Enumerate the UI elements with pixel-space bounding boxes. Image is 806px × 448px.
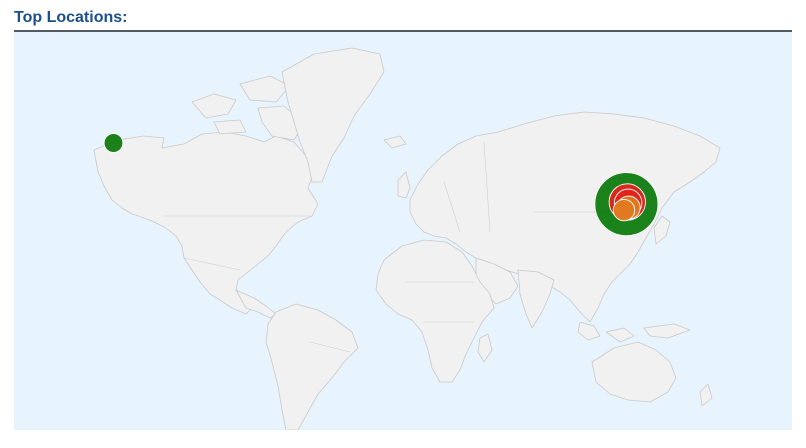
madagascar: [477, 333, 493, 363]
location-marker[interactable]: [612, 198, 636, 222]
arctic-islands: [213, 119, 247, 135]
location-marker[interactable]: [103, 133, 124, 153]
europe-border: [443, 181, 461, 233]
south-america-border: [309, 341, 351, 353]
new-zealand: [699, 383, 713, 407]
world-map-svg[interactable]: [14, 32, 792, 430]
section-title: Top Locations:: [14, 9, 128, 26]
united-kingdom: [397, 171, 411, 199]
southeast-asia-islands: [577, 321, 601, 341]
world-map[interactable]: [14, 32, 792, 430]
india: [517, 269, 555, 329]
us-mexico-border: [183, 257, 241, 271]
russia-border: [483, 141, 491, 233]
south-america: [265, 303, 359, 430]
eurasia: [409, 111, 721, 323]
africa: [375, 239, 495, 383]
southeast-asia-islands: [643, 323, 691, 339]
north-america: [93, 131, 319, 315]
iceland: [383, 135, 407, 149]
japan: [653, 215, 671, 245]
section-header: Top Locations:: [14, 8, 792, 32]
arctic-islands: [191, 93, 237, 119]
country-borders: [164, 141, 654, 353]
greenland: [281, 47, 385, 183]
arctic-islands: [239, 75, 291, 103]
landmasses: [93, 47, 721, 430]
location-markers[interactable]: [103, 133, 659, 236]
australia: [591, 341, 677, 403]
southeast-asia-islands: [605, 327, 635, 343]
